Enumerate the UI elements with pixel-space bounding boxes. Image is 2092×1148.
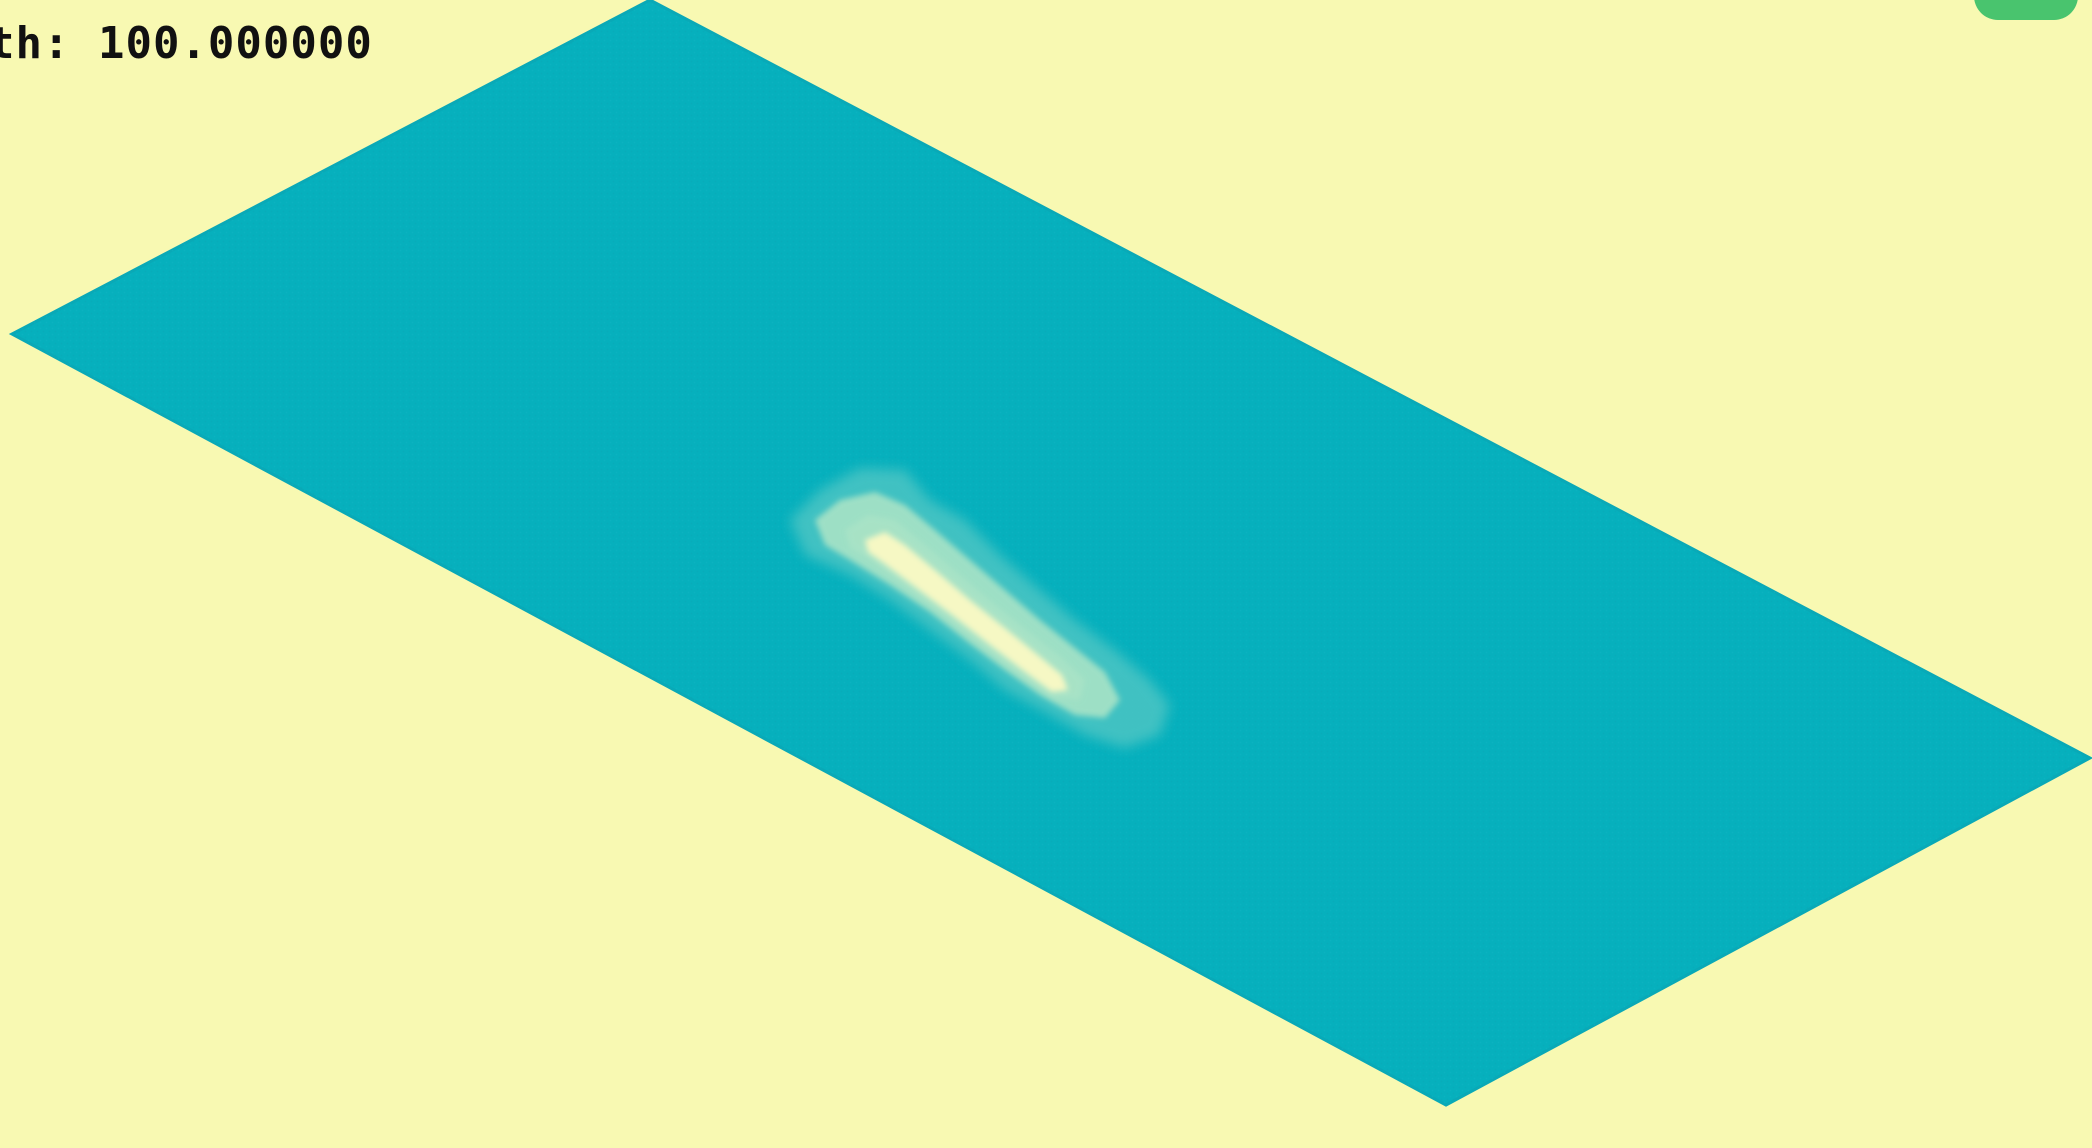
hud-readout-text: th: 100.000000 xyxy=(0,18,373,69)
menu-button[interactable] xyxy=(1974,0,2078,20)
water-texture xyxy=(12,0,2090,1105)
hud-readout: th: 100.000000 xyxy=(0,18,373,69)
island-peak xyxy=(865,532,1068,692)
island[interactable] xyxy=(790,468,1170,748)
